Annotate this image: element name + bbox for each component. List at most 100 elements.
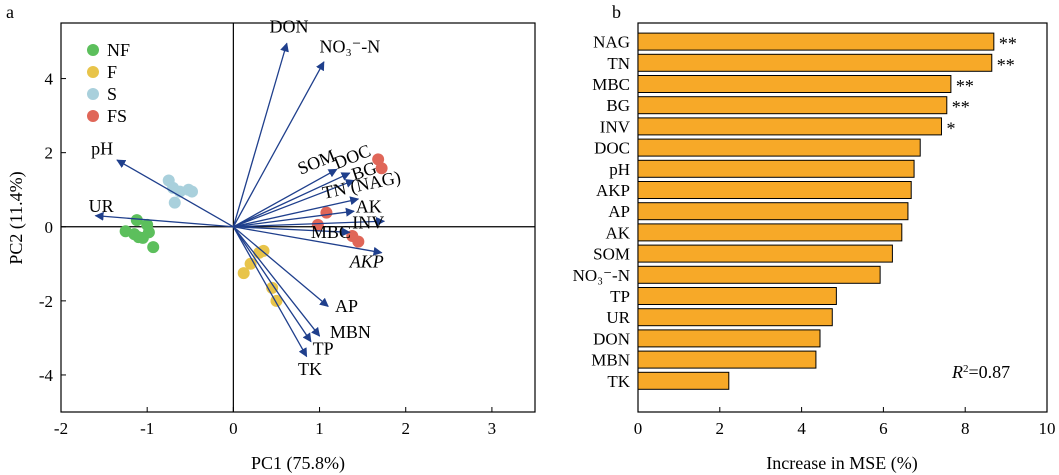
pca-vector-label: NO₃⁻-N (320, 37, 381, 57)
pca-x-tick-label: 3 (488, 419, 497, 438)
pca-vector-arrow (233, 172, 351, 228)
bar (637, 287, 837, 305)
bar-category-label: TP (610, 287, 630, 306)
bar (637, 53, 993, 72)
pca-y-tick-label: -4 (39, 366, 54, 385)
legend-label-nf: NF (107, 40, 130, 60)
pca-axis-ticks: -2 -1 0 1 2 3 -4 -2 0 2 4 (39, 70, 496, 438)
bar (637, 308, 833, 327)
pca-vector-arrow (232, 226, 329, 307)
pca-x-tick-label: 2 (401, 419, 410, 438)
pca-vector-label: SOM (295, 145, 339, 178)
bar-x-tick-label: 4 (797, 419, 806, 438)
bar-axis-ticks: 0 2 4 6 8 10 (634, 407, 1056, 438)
pca-point-nf (142, 226, 155, 239)
bar (637, 32, 995, 51)
bar-category-label: pH (609, 160, 630, 179)
pca-x-tick-label: -2 (54, 419, 68, 438)
bar-category-label: DON (593, 329, 630, 348)
pca-y-tick-label: 4 (45, 70, 54, 89)
pca-vector-label: AK (356, 197, 382, 217)
bar-category-label: MBN (591, 351, 630, 370)
bar-category-label: MBC (592, 75, 630, 94)
bar-category-label: UR (606, 308, 630, 327)
pca-x-tick-label: 1 (315, 419, 324, 438)
pca-point-f (237, 267, 250, 280)
pca-vector-label: INV (352, 213, 384, 233)
pca-vector-arrow (232, 226, 308, 358)
bar-category-label: NAG (593, 33, 630, 52)
bar (637, 181, 912, 199)
pca-vector-arrow (233, 196, 360, 228)
legend-label-f: F (107, 62, 117, 82)
pca-vector-arrow (233, 226, 351, 237)
pca-vector-arrow (116, 159, 234, 228)
bar (637, 350, 817, 369)
bar-category-label: INV (600, 117, 631, 136)
bar-significance-label: ** (956, 76, 974, 96)
bar (637, 75, 952, 93)
bar (637, 138, 921, 157)
bar (637, 265, 881, 284)
pca-y-tick-label: 0 (45, 218, 54, 237)
legend-label-s: S (107, 84, 117, 104)
bar-x-tick-label: 8 (961, 419, 970, 438)
pca-point-fs (311, 218, 324, 231)
r2-suffix: =0.87 (969, 362, 1011, 382)
pca-vector-label: MBN (330, 322, 371, 342)
legend-marker-f (87, 66, 99, 78)
pca-zero-lines (61, 23, 535, 412)
legend-marker-nf (87, 44, 99, 56)
bar (637, 96, 948, 115)
bar-category-label: AKP (596, 181, 630, 200)
bar (637, 159, 915, 178)
bar-category-label: BG (606, 96, 630, 115)
pca-vector-label: TK (298, 359, 322, 379)
pca-vector-arrow (232, 226, 321, 337)
r2-sup: 2 (963, 363, 969, 375)
bar-category-label: AK (605, 223, 630, 242)
pca-vector-label: UR (89, 196, 114, 216)
pca-vector-label: DON (270, 16, 309, 36)
bar (637, 223, 903, 242)
pca-point-s (168, 196, 181, 209)
bar-category-label: AP (608, 202, 630, 221)
pca-vector-arrow (233, 168, 338, 228)
pca-vector-arrow (94, 211, 234, 228)
pca-point-f (244, 257, 257, 270)
bar (637, 202, 909, 221)
bar-x-tick-label: 0 (634, 419, 643, 438)
pca-vector-arrow (232, 226, 312, 343)
pca-vector-arrow (233, 207, 355, 228)
r2-prefix: R (951, 362, 963, 382)
pca-vector-label: MBC (311, 222, 351, 242)
legend-marker-s (87, 88, 99, 100)
pca-y-tick-label: -2 (39, 292, 53, 311)
legend-marker-fs (87, 110, 99, 122)
pca-point-s (185, 185, 198, 198)
bar-series: NAG ** TN ** MBC ** BG ** INV * DOC pH AKP AP AK SOM NO₃… (573, 32, 1017, 391)
pca-y-axis-title: PC2 (11.4%) (6, 171, 27, 264)
bar-x-tick-label: 6 (879, 419, 888, 438)
pca-point-nf (130, 214, 143, 227)
pca-x-tick-label: -1 (140, 419, 154, 438)
pca-vector-arrow (232, 61, 325, 228)
pca-plot-frame (60, 22, 536, 413)
pca-point-fs (320, 206, 333, 219)
legend-label-fs: FS (107, 106, 127, 126)
pca-points (119, 153, 388, 307)
bar-significance-label: ** (952, 97, 970, 117)
bar (637, 117, 942, 136)
bar (637, 329, 821, 348)
pca-x-tick-label: 0 (229, 419, 238, 438)
pca-point-fs (375, 162, 388, 175)
bar (637, 371, 730, 390)
bar-category-label: DOC (594, 139, 630, 158)
pca-vector-label: AP (335, 296, 358, 316)
pca-vector-arrow (233, 179, 355, 228)
pca-vector-arrow (232, 42, 289, 227)
